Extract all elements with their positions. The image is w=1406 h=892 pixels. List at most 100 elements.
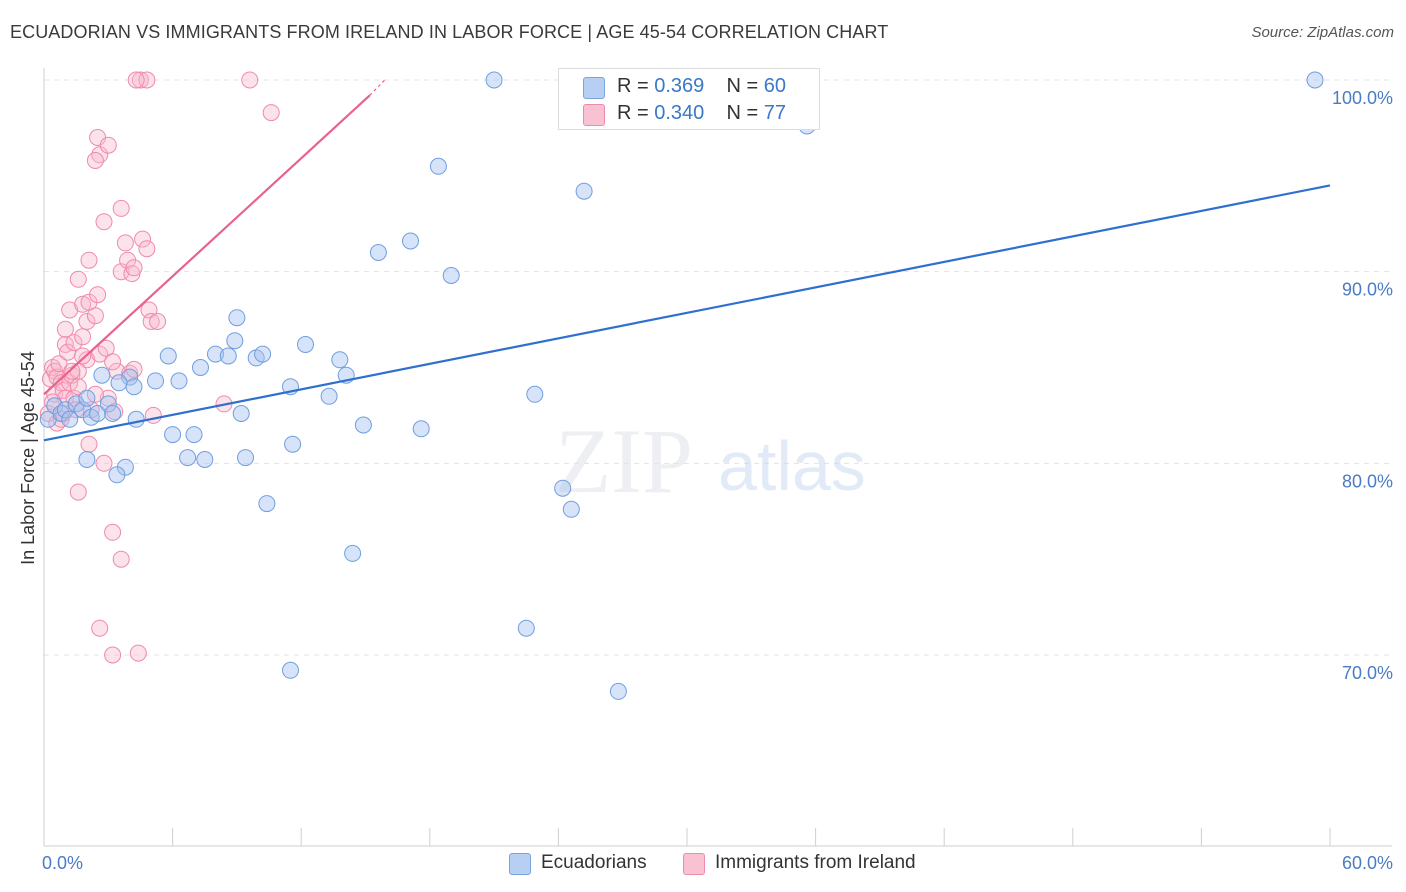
trend-line-ecuadorians [43,184,1331,442]
ecuadorian-point [127,410,145,428]
legend-swatch-blue [583,77,605,99]
ireland-point [69,378,87,396]
bottom-legend-label-ecuadorians: Ecuadorians [541,852,647,873]
ireland-point [142,313,160,330]
ecuadorian-point [61,410,79,428]
ecuadorian-point [354,416,372,434]
ecuadorian-point [226,332,244,350]
trend-line-ireland-extension [369,79,386,96]
y-tick-label: 90.0% [1342,280,1393,300]
ecuadorian-point [78,389,96,407]
ecuadorian-point [331,351,349,369]
ecuadorian-point [320,387,338,405]
ecuadorian-point [429,157,447,175]
ireland-point [241,71,259,89]
ecuadorian-point [232,405,250,422]
ireland-point [74,347,92,365]
ireland-point [80,435,98,453]
ecuadorian-point [170,372,188,390]
ecuadorian-point [258,495,276,513]
ireland-point [112,550,130,568]
ireland-point [86,307,104,325]
ireland-point [125,360,143,378]
ireland-point [86,385,104,403]
series-ireland-points [39,71,280,664]
legend-n-label: N = [726,102,759,124]
watermark-atlas: atlas [718,427,866,505]
ireland-point [56,320,74,338]
legend-n-value: 77 [763,102,787,124]
legend-n-label: N = [726,75,759,97]
ecuadorian-point [554,479,572,497]
ireland-point [129,644,147,662]
ecuadorian-point [207,345,224,363]
ecuadorian-point [164,426,182,444]
ireland-point [50,355,68,373]
ireland-point [91,345,109,363]
ecuadorian-point [254,345,272,363]
ecuadorian-point [78,451,96,468]
ireland-point [144,406,162,424]
legend-swatch-pink [583,104,605,126]
ecuadorian-point [179,449,197,467]
ecuadorian-point [67,395,85,413]
ireland-point [116,234,134,252]
ecuadorian-point [185,426,203,444]
legend-r-value: 0.340 [654,102,705,124]
ireland-point [74,328,92,346]
ecuadorian-point [485,71,503,89]
ireland-point [138,240,156,258]
ireland-point [69,483,87,501]
ecuadorian-point [219,347,237,365]
trend-lines [43,79,1331,442]
chart-title: ECUADORIAN VS IMMIGRANTS FROM IRELAND IN… [10,22,889,42]
ireland-point [91,619,109,637]
ireland-point [78,313,96,330]
bottom-legend-swatch-pink [683,853,705,875]
trend-line-ireland [43,94,371,396]
ireland-point [69,270,87,288]
x-tick-label-min: 0.0% [42,853,83,873]
ireland-point [125,259,143,277]
ireland-point [86,152,104,169]
ecuadorian-point [369,244,387,261]
bottom-legend-label-ireland: Immigrants from Ireland [715,852,916,873]
ecuadorian-point [196,451,214,468]
ecuadorian-point [609,682,627,700]
ecuadorian-point [147,372,164,390]
ecuadorian-point [192,359,209,376]
ecuadorian-point [562,500,580,518]
ireland-point [112,199,130,217]
ecuadorian-point [56,401,74,419]
legend-r-value: 0.369 [654,75,705,97]
ireland-point [127,71,145,89]
ireland-point [99,136,117,154]
ireland-point [95,454,113,472]
ecuadorian-point [89,405,107,422]
ireland-point [89,286,107,304]
ecuadorian-point [110,374,128,392]
ireland-point [131,71,149,89]
ecuadorian-point [108,466,126,484]
ireland-point [149,313,167,330]
legend-r-label: R = [617,102,649,124]
ecuadorian-point [237,449,254,467]
ecuadorian-point [121,368,139,386]
ecuadorian-point [282,661,299,679]
ecuadorian-point [228,309,246,327]
ecuadorian-point [159,347,177,365]
grid-lines [44,79,1392,656]
ecuadorian-point [284,435,302,453]
watermark: ZIP atlas [555,410,866,512]
legend-n-value: 60 [763,75,787,97]
ecuadorian-point [104,405,122,422]
ecuadorian-point [93,366,111,384]
tick-labels: 70.0% 80.0% 90.0% 100.0% 0.0% 60.0% [42,88,1393,873]
ecuadorian-point [297,336,314,353]
ecuadorian-point [442,267,460,284]
ireland-point [104,353,122,371]
ecuadorian-point [344,544,362,562]
series-ecuadorians-points [39,71,1324,700]
ecuadorian-point [575,182,593,200]
